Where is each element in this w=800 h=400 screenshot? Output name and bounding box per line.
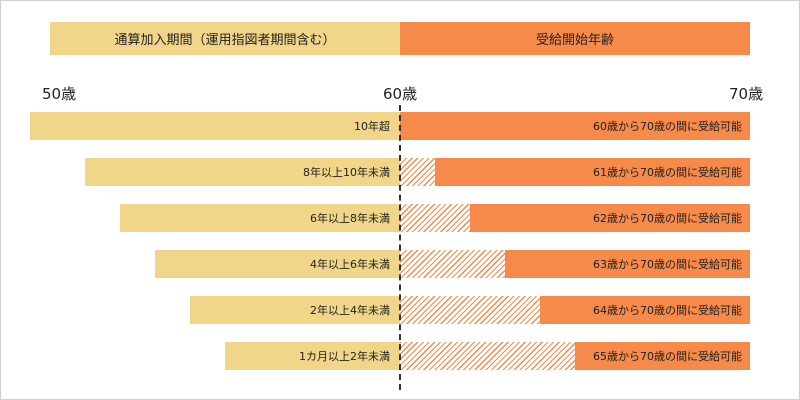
not-eligible-hatch [400,158,435,186]
eligible-age-bar: 65歳から70歳の間に受給可能 [575,342,750,370]
axis-label-70: 70歳 [729,85,764,103]
eligible-age-bar: 63歳から70歳の間に受給可能 [505,250,750,278]
eligible-age-bar: 61歳から70歳の間に受給可能 [435,158,750,186]
axis-label-60: 60歳 [383,85,418,103]
period-bar: 10年超 [30,112,400,140]
header-benefit-start-age: 受給開始年齢 [400,22,750,55]
eligible-age-bar: 62歳から70歳の間に受給可能 [470,204,750,232]
age-60-divider [399,105,401,390]
period-bar: 6年以上8年未満 [120,204,400,232]
period-bar: 8年以上10年未満 [85,158,400,186]
not-eligible-hatch [400,342,575,370]
not-eligible-hatch [400,250,505,278]
period-bar: 1カ月以上2年未満 [225,342,400,370]
not-eligible-hatch [400,204,470,232]
period-bar: 4年以上6年未満 [155,250,400,278]
header-contribution-period: 通算加入期間（運用指図者期間含む） [50,22,400,55]
eligible-age-bar: 60歳から70歳の間に受給可能 [400,112,750,140]
eligible-age-bar: 64歳から70歳の間に受給可能 [540,296,750,324]
not-eligible-hatch [400,296,540,324]
period-bar: 2年以上4年未満 [190,296,400,324]
axis-label-50: 50歳 [42,85,77,103]
